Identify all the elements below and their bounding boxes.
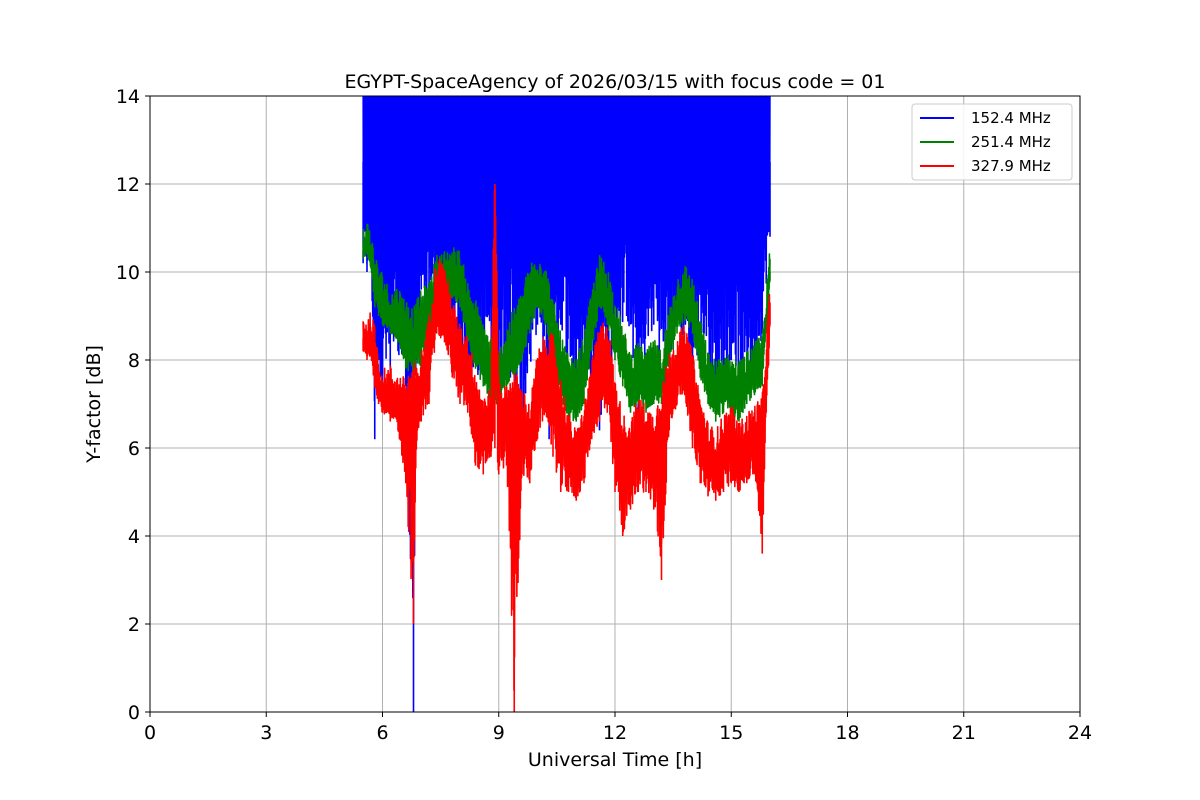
series-line (362, 184, 771, 712)
x-axis-label: Universal Time [h] (528, 749, 702, 771)
y-tick-label: 8 (128, 350, 140, 372)
legend: 152.4 MHz 251.4 MHz 327.9 MHz (911, 103, 1073, 181)
legend-box (911, 103, 1073, 181)
y-tick-label: 10 (116, 262, 140, 284)
y-tick-label: 0 (128, 702, 140, 724)
x-tick-label: 12 (603, 722, 627, 744)
x-tick-label: 21 (952, 722, 976, 744)
x-tick-label: 0 (144, 722, 156, 744)
x-tick-label: 6 (376, 722, 388, 744)
x-tick-label: 24 (1068, 722, 1092, 744)
legend-entry-label: 327.9 MHz (971, 157, 1051, 175)
y-tick-label: 12 (116, 174, 140, 196)
x-tick-label: 18 (835, 722, 859, 744)
y-tick-label: 14 (116, 86, 140, 108)
series-layer (362, 96, 771, 712)
legend-entry-label: 152.4 MHz (971, 109, 1051, 127)
x-tick-label: 9 (493, 722, 505, 744)
y-tick-label: 6 (128, 438, 140, 460)
legend-entry-label: 251.4 MHz (971, 133, 1051, 151)
y-axis-label: Y-factor [dB] (83, 345, 105, 464)
chart-title: EGYPT-SpaceAgency of 2026/03/15 with foc… (345, 71, 886, 93)
y-tick-label: 4 (128, 526, 140, 548)
x-tick-label: 15 (719, 722, 743, 744)
y-tick-label: 2 (128, 614, 140, 636)
x-tick-label: 3 (260, 722, 272, 744)
